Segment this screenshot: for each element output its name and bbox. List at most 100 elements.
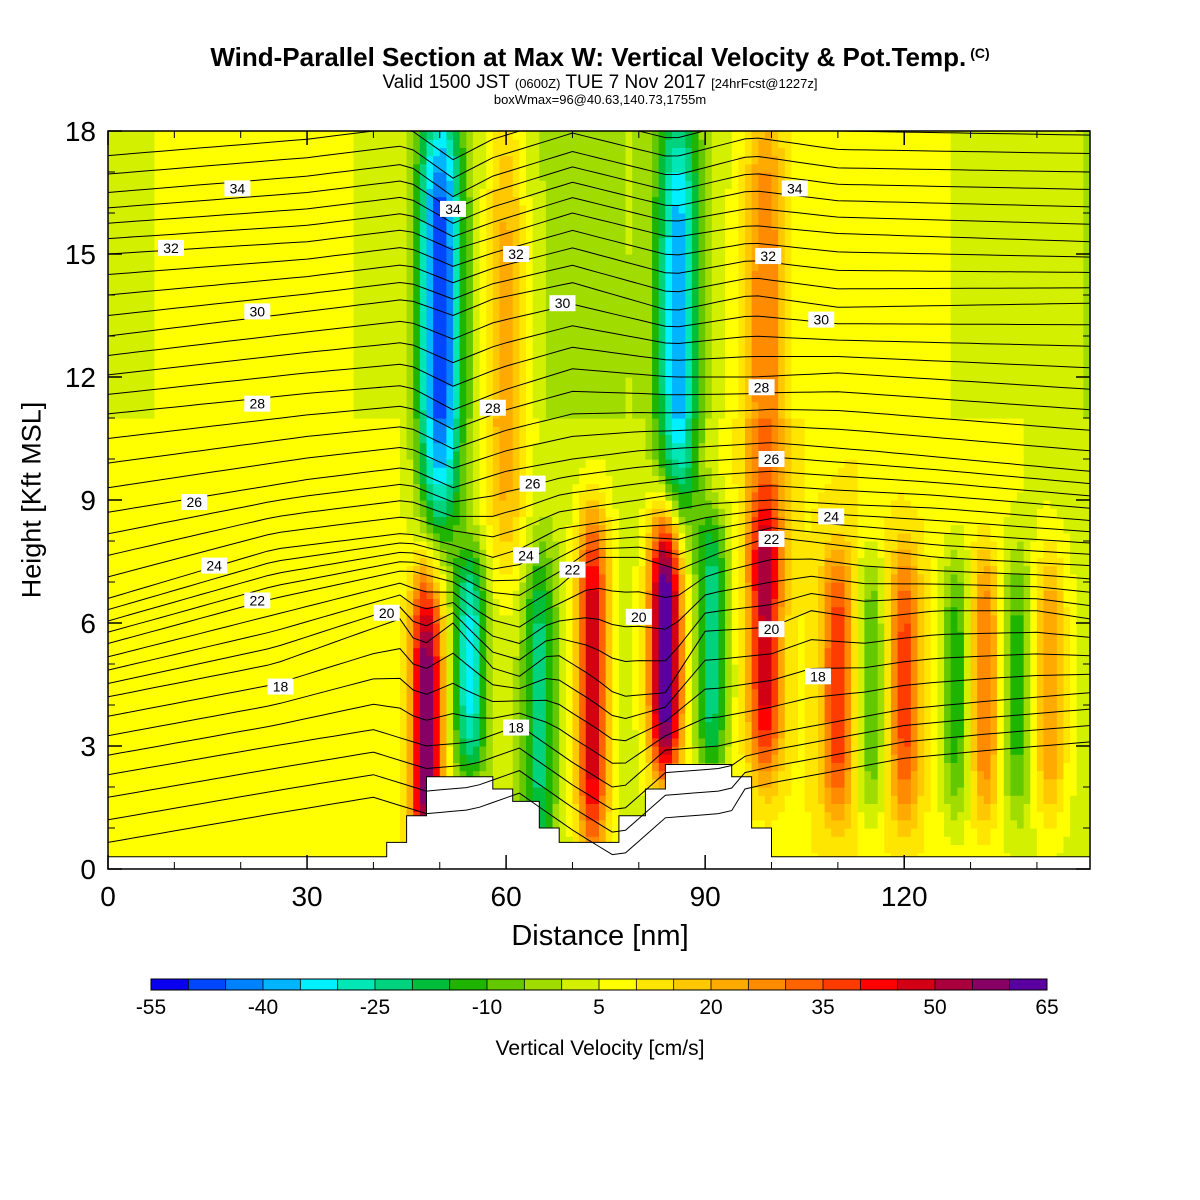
velocity-cell (201, 451, 208, 460)
velocity-cell (168, 434, 175, 443)
velocity-cell (407, 229, 414, 238)
velocity-cell (174, 434, 181, 443)
velocity-cell (314, 164, 321, 173)
velocity-cell (194, 369, 201, 378)
velocity-cell (393, 631, 400, 640)
velocity-cell (241, 762, 248, 771)
velocity-cell (174, 779, 181, 788)
velocity-cell (373, 410, 380, 419)
velocity-cell (453, 287, 460, 296)
velocity-cell (320, 197, 327, 206)
velocity-cell (314, 459, 321, 468)
velocity-cell (393, 639, 400, 648)
velocity-cell (320, 443, 327, 452)
velocity-cell (274, 779, 281, 788)
velocity-cell (426, 221, 433, 230)
velocity-cell (300, 295, 307, 304)
velocity-cell (320, 844, 327, 853)
velocity-cell (320, 680, 327, 689)
velocity-cell (214, 295, 221, 304)
velocity-cell (261, 328, 268, 337)
velocity-cell (440, 574, 447, 583)
velocity-cell (294, 746, 301, 755)
velocity-cell (261, 426, 268, 435)
velocity-cell (380, 402, 387, 411)
velocity-cell (194, 484, 201, 493)
velocity-cell (294, 443, 301, 452)
velocity-cell (194, 525, 201, 534)
velocity-cell (174, 771, 181, 780)
velocity-cell (201, 836, 208, 845)
velocity-cell (161, 311, 168, 320)
velocity-cell (300, 385, 307, 394)
velocity-cell (194, 328, 201, 337)
velocity-cell (201, 664, 208, 673)
velocity-cell (274, 721, 281, 730)
velocity-cell (327, 812, 334, 821)
velocity-cell (128, 672, 135, 681)
velocity-cell (254, 229, 261, 238)
velocity-cell (115, 279, 122, 288)
velocity-cell (300, 344, 307, 353)
velocity-cell (287, 180, 294, 189)
velocity-cell (460, 221, 467, 230)
velocity-cell (314, 787, 321, 796)
velocity-cell (327, 402, 334, 411)
velocity-cell (294, 762, 301, 771)
velocity-cell (320, 361, 327, 370)
velocity-cell (367, 631, 374, 640)
velocity-cell (161, 385, 168, 394)
velocity-cell (387, 156, 394, 165)
velocity-cell (227, 410, 234, 419)
velocity-cell (433, 639, 440, 648)
velocity-cell (161, 221, 168, 230)
velocity-cell (121, 475, 128, 484)
velocity-cell (234, 426, 241, 435)
velocity-cell (154, 295, 161, 304)
velocity-cell (168, 672, 175, 681)
velocity-cell (380, 164, 387, 173)
velocity-cell (135, 697, 142, 706)
velocity-cell (274, 164, 281, 173)
velocity-cell (360, 344, 367, 353)
velocity-cell (373, 541, 380, 550)
velocity-cell (354, 221, 361, 230)
velocity-cell (400, 303, 407, 312)
velocity-cell (281, 549, 288, 558)
velocity-cell (320, 787, 327, 796)
velocity-cell (281, 746, 288, 755)
velocity-cell (327, 434, 334, 443)
velocity-cell (327, 746, 334, 755)
velocity-cell (188, 393, 195, 402)
velocity-cell (208, 287, 215, 296)
velocity-cell (281, 262, 288, 271)
velocity-cell (393, 262, 400, 271)
velocity-cell (108, 254, 115, 263)
velocity-cell (446, 303, 453, 312)
velocity-cell (188, 229, 195, 238)
velocity-cell (261, 516, 268, 525)
velocity-cell (460, 139, 467, 148)
velocity-cell (208, 221, 215, 230)
velocity-cell (413, 352, 420, 361)
velocity-cell (247, 197, 254, 206)
velocity-cell (473, 738, 480, 747)
velocity-cell (148, 172, 155, 181)
velocity-cell (407, 320, 414, 329)
velocity-cell (407, 246, 414, 255)
velocity-cell (426, 754, 433, 763)
velocity-cell (267, 344, 274, 353)
velocity-cell (433, 730, 440, 739)
velocity-cell (327, 836, 334, 845)
velocity-cell (360, 639, 367, 648)
velocity-cell (267, 361, 274, 370)
velocity-cell (287, 238, 294, 247)
velocity-cell (267, 713, 274, 722)
velocity-cell (354, 434, 361, 443)
velocity-cell (281, 238, 288, 247)
velocity-cell (307, 311, 314, 320)
velocity-cell (121, 344, 128, 353)
velocity-cell (294, 180, 301, 189)
velocity-cell (380, 393, 387, 402)
velocity-cell (254, 705, 261, 714)
